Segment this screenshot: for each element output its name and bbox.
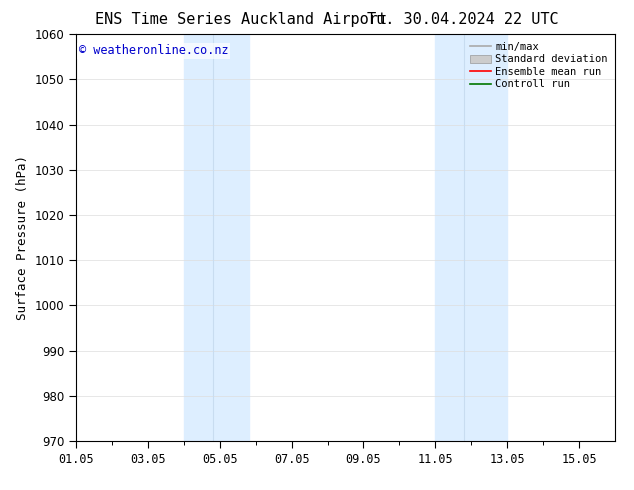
Legend: min/max, Standard deviation, Ensemble mean run, Controll run: min/max, Standard deviation, Ensemble me… bbox=[468, 40, 610, 92]
Bar bbox=[436, 34, 507, 441]
Text: ENS Time Series Auckland Airport: ENS Time Series Auckland Airport bbox=[95, 12, 387, 27]
Text: © weatheronline.co.nz: © weatheronline.co.nz bbox=[79, 45, 228, 57]
Text: Tu. 30.04.2024 22 UTC: Tu. 30.04.2024 22 UTC bbox=[367, 12, 559, 27]
Y-axis label: Surface Pressure (hPa): Surface Pressure (hPa) bbox=[16, 155, 29, 320]
Bar bbox=[184, 34, 249, 441]
